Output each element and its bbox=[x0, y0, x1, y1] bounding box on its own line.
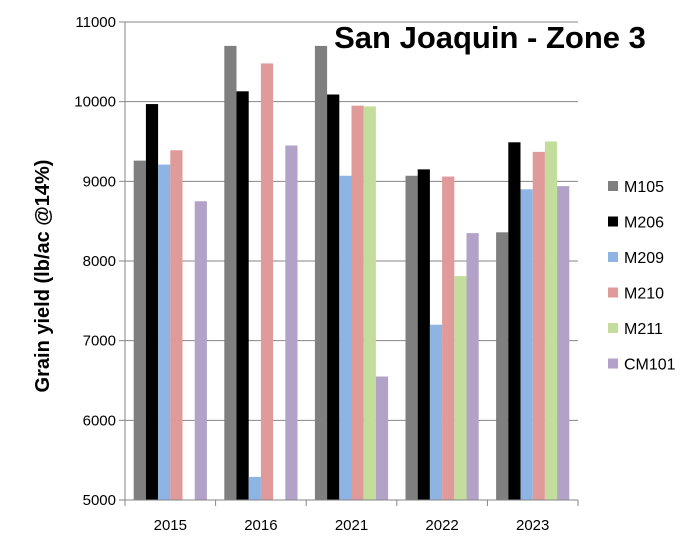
legend-swatch-m209 bbox=[608, 252, 618, 262]
bar-m206-2022 bbox=[417, 169, 430, 500]
y-tick-label: 10000 bbox=[74, 94, 116, 111]
x-tick-label: 2021 bbox=[335, 517, 368, 534]
legend-label-m211: M211 bbox=[624, 321, 663, 338]
bar-layer bbox=[133, 45, 570, 501]
bar-m210-2022 bbox=[442, 176, 455, 501]
bar-m206-2023 bbox=[508, 142, 521, 501]
bar-cm101-2015 bbox=[194, 201, 207, 500]
bar-cm101-2021 bbox=[375, 376, 389, 500]
bar-m206-2016 bbox=[236, 91, 249, 500]
bar-m105-2015 bbox=[133, 160, 146, 500]
x-tick-label: 2015 bbox=[154, 517, 187, 534]
legend: M105 M206 M209 M210 M211 CM101 bbox=[608, 179, 676, 374]
y-tick-label: 11000 bbox=[75, 14, 116, 31]
bar-m209-2023 bbox=[520, 189, 533, 501]
bar-m211-2022 bbox=[454, 276, 467, 500]
y-tick-label: 7000 bbox=[83, 333, 116, 350]
y-tick-label: 5000 bbox=[83, 492, 116, 509]
bar-m209-2021 bbox=[339, 175, 352, 500]
bar-cm101-2022 bbox=[466, 233, 479, 500]
bar-m105-2023 bbox=[496, 232, 509, 500]
legend-swatch-m210 bbox=[608, 287, 618, 298]
x-tick-label: 2022 bbox=[425, 517, 458, 534]
y-axis-label: Grain yield (lb/ac @14%) bbox=[32, 160, 54, 393]
bar-m210-2016 bbox=[260, 63, 274, 501]
bar-m105-2016 bbox=[224, 45, 237, 501]
chart-title: San Joaquin - Zone 3 bbox=[334, 20, 646, 55]
x-tick-label: 2016 bbox=[244, 517, 277, 534]
bar-m210-2023 bbox=[532, 151, 545, 501]
bar-m209-2022 bbox=[429, 324, 443, 500]
legend-label-m209: M209 bbox=[624, 250, 664, 267]
bar-m210-2015 bbox=[170, 150, 183, 500]
legend-label-m105: M105 bbox=[624, 179, 664, 196]
y-tick-label: 6000 bbox=[83, 412, 116, 429]
bar-cm101-2016 bbox=[285, 145, 298, 501]
bar-cm101-2023 bbox=[557, 186, 570, 501]
bar-m206-2021 bbox=[327, 94, 340, 500]
bar-m210-2021 bbox=[351, 105, 364, 501]
bar-m209-2016 bbox=[248, 476, 261, 500]
x-tick-label: 2023 bbox=[516, 517, 549, 534]
axis-layer: 5000 6000 7000 8000 9000 10000 11000 2015 2016 20… bbox=[74, 14, 579, 534]
bar-m211-2021 bbox=[363, 106, 376, 500]
legend-swatch-m206 bbox=[608, 216, 618, 227]
y-tick-label: 9000 bbox=[83, 173, 116, 190]
legend-label-cm101: CM101 bbox=[624, 357, 676, 374]
bar-m105-2022 bbox=[405, 175, 418, 500]
legend-swatch-m105 bbox=[608, 181, 618, 191]
legend-swatch-m211 bbox=[608, 323, 618, 333]
legend-swatch-cm101 bbox=[608, 358, 618, 369]
bar-m209-2015 bbox=[158, 164, 171, 500]
legend-label-m210: M210 bbox=[624, 286, 664, 303]
bar-m206-2015 bbox=[145, 104, 159, 500]
bar-m211-2023 bbox=[544, 141, 558, 500]
y-tick-label: 8000 bbox=[83, 253, 116, 270]
legend-label-m206: M206 bbox=[624, 215, 664, 232]
bar-m105-2021 bbox=[314, 45, 328, 501]
